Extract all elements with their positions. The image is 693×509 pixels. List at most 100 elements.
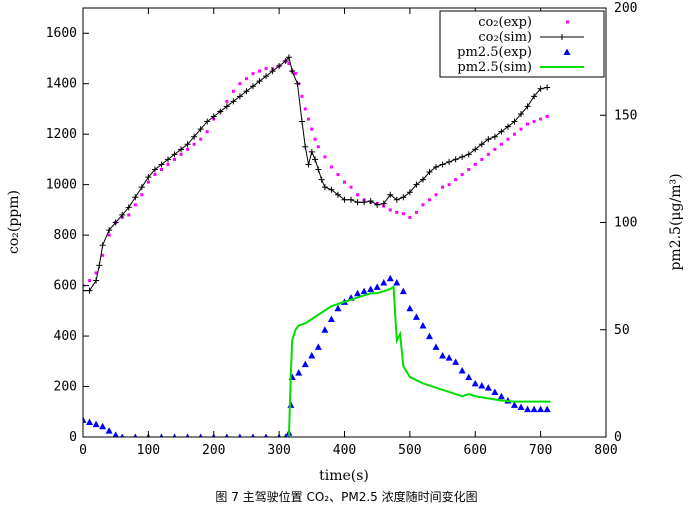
legend-marker xyxy=(563,48,571,55)
y-axis-left-label: co₂(ppm) xyxy=(6,190,22,254)
data-point xyxy=(408,215,412,219)
y-left-tick-label: 400 xyxy=(54,329,77,344)
data-point xyxy=(354,199,361,206)
y-left-tick-label: 1400 xyxy=(46,77,77,92)
data-point xyxy=(138,184,145,191)
y-left-tick-label: 200 xyxy=(54,380,77,395)
data-point xyxy=(445,354,453,361)
data-point xyxy=(517,403,525,410)
x-tick-label: 100 xyxy=(137,443,160,458)
legend-marker xyxy=(559,34,565,40)
data-point xyxy=(99,242,106,249)
data-point xyxy=(393,279,401,286)
data-point xyxy=(112,219,119,226)
data-point xyxy=(217,108,224,115)
data-point xyxy=(153,173,157,177)
series-line xyxy=(83,56,548,292)
data-point xyxy=(327,315,335,323)
data-point xyxy=(166,162,170,166)
data-point xyxy=(197,126,204,133)
data-point xyxy=(256,78,263,85)
data-point xyxy=(308,148,315,155)
data-point xyxy=(159,433,164,437)
data-point xyxy=(341,196,348,203)
y-left-tick-label: 600 xyxy=(54,279,77,294)
data-point xyxy=(132,194,139,201)
data-point xyxy=(199,137,203,141)
data-point xyxy=(537,405,545,413)
data-point xyxy=(294,80,301,87)
data-point xyxy=(125,204,132,211)
data-point xyxy=(467,168,471,172)
data-point xyxy=(94,271,98,275)
data-point xyxy=(524,103,531,110)
data-point xyxy=(318,176,325,183)
data-point xyxy=(511,118,518,125)
data-point xyxy=(223,103,230,110)
data-point xyxy=(146,180,150,184)
data-point xyxy=(393,196,400,203)
y-left-tick-label: 1000 xyxy=(46,178,77,193)
data-point xyxy=(419,176,426,183)
data-point xyxy=(151,166,158,173)
data-point xyxy=(348,196,355,203)
data-point xyxy=(387,191,394,198)
data-point xyxy=(356,193,360,197)
data-point xyxy=(380,200,387,207)
y-right-tick-label: 100 xyxy=(614,216,637,231)
y-left-tick-label: 800 xyxy=(54,228,77,243)
data-point xyxy=(315,166,322,173)
data-point xyxy=(96,262,103,269)
data-point xyxy=(426,169,433,176)
data-point xyxy=(186,147,190,151)
data-point xyxy=(421,203,425,207)
data-point xyxy=(86,418,94,425)
data-point xyxy=(486,152,490,156)
data-point xyxy=(530,405,538,413)
data-point xyxy=(336,173,340,177)
data-point xyxy=(316,145,320,149)
data-point xyxy=(334,191,341,198)
series-line xyxy=(287,285,551,437)
data-point xyxy=(459,153,466,160)
data-point xyxy=(282,57,289,64)
data-point xyxy=(472,146,479,153)
data-point xyxy=(406,304,414,312)
data-point xyxy=(264,433,268,437)
x-tick-label: 300 xyxy=(267,443,290,458)
data-point xyxy=(204,118,211,125)
data-point xyxy=(499,142,503,146)
data-point xyxy=(238,82,242,86)
data-point xyxy=(399,287,407,295)
data-point xyxy=(301,360,309,368)
data-point xyxy=(158,161,165,168)
data-point xyxy=(299,118,306,125)
data-point xyxy=(210,113,217,120)
data-point xyxy=(401,212,405,216)
data-point xyxy=(388,208,392,212)
data-point xyxy=(192,142,196,146)
data-point xyxy=(285,54,292,61)
series-2 xyxy=(83,274,551,437)
data-point xyxy=(419,321,427,329)
data-point xyxy=(406,189,413,196)
data-point xyxy=(127,213,131,217)
data-point xyxy=(531,93,538,100)
data-point xyxy=(243,88,250,95)
data-point xyxy=(224,433,229,437)
series-1 xyxy=(83,54,551,294)
data-point xyxy=(263,73,270,80)
data-point xyxy=(172,433,177,437)
data-point xyxy=(545,115,549,119)
y-right-tick-label: 50 xyxy=(614,323,630,338)
data-point xyxy=(452,358,460,365)
data-point xyxy=(441,185,445,189)
data-point xyxy=(386,274,394,282)
data-point xyxy=(305,161,312,168)
data-point xyxy=(293,72,297,76)
legend-label: co₂(exp) xyxy=(478,15,532,30)
data-point xyxy=(498,128,505,135)
data-point xyxy=(308,351,316,359)
data-point xyxy=(323,155,327,159)
x-axis-label: time(s) xyxy=(319,468,369,484)
